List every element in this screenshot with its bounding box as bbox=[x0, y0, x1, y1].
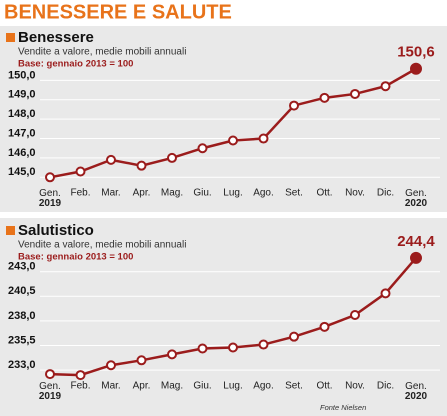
point bbox=[350, 88, 360, 99]
x-tick-line: Gen. bbox=[39, 188, 61, 199]
x-tick-label: Ott. bbox=[316, 381, 332, 392]
y-tick-label: 149,0 bbox=[8, 89, 36, 101]
x-tick-label: Dic. bbox=[377, 188, 394, 199]
point bbox=[258, 339, 269, 350]
x-tick-line: Gen. bbox=[405, 381, 427, 392]
x-tick-label: Apr. bbox=[133, 188, 151, 199]
chart-title: Benessere bbox=[18, 29, 94, 46]
point bbox=[106, 154, 116, 165]
point bbox=[258, 133, 269, 144]
x-tick-label: Mag. bbox=[161, 188, 183, 199]
point bbox=[75, 166, 86, 177]
point bbox=[350, 310, 360, 321]
x-tick-line: 2019 bbox=[39, 198, 62, 209]
x-tick-label: Dic. bbox=[377, 381, 394, 392]
x-tick-label: Mag. bbox=[161, 381, 183, 392]
point bbox=[106, 360, 116, 371]
title-marker bbox=[6, 226, 15, 235]
x-tick-label: Ott. bbox=[316, 188, 332, 199]
point bbox=[289, 100, 299, 111]
point bbox=[410, 251, 422, 264]
point bbox=[319, 321, 330, 332]
point bbox=[167, 152, 177, 163]
x-tick-label: Set. bbox=[285, 188, 303, 199]
point bbox=[228, 342, 238, 353]
y-tick-label: 243,0 bbox=[8, 261, 36, 273]
y-tick-label: 150,0 bbox=[8, 69, 36, 81]
chart-note: Base: gennaio 2013 = 100 bbox=[18, 252, 133, 263]
source: Fonte Nielsen bbox=[320, 403, 366, 412]
panel bbox=[0, 218, 447, 416]
x-tick-label: Feb. bbox=[70, 188, 90, 199]
value-label: 244,4 bbox=[397, 233, 435, 250]
chart-subtitle: Vendite a valore, medie mobili annuali bbox=[18, 47, 186, 58]
point bbox=[319, 92, 330, 103]
y-tick-label: 238,0 bbox=[8, 310, 36, 322]
x-tick-line: Gen. bbox=[405, 188, 427, 199]
point bbox=[410, 62, 422, 75]
point bbox=[197, 343, 208, 354]
y-tick-label: 235,5 bbox=[8, 334, 36, 346]
x-tick-line: 2020 bbox=[405, 391, 428, 402]
y-tick-label: 146,0 bbox=[8, 147, 36, 159]
x-tick-line: 2020 bbox=[405, 198, 428, 209]
y-tick-label: 145,0 bbox=[8, 166, 36, 178]
point bbox=[136, 160, 147, 171]
point bbox=[380, 81, 391, 92]
point bbox=[45, 369, 55, 380]
y-tick-label: 148,0 bbox=[8, 108, 36, 120]
point bbox=[167, 349, 177, 360]
x-tick-label: Mar. bbox=[101, 381, 120, 392]
x-tick-label: Set. bbox=[285, 381, 303, 392]
y-tick-label: 233,0 bbox=[8, 359, 36, 371]
x-tick-label: Giu. bbox=[193, 188, 211, 199]
x-tick-label: Gen. 2020 bbox=[405, 381, 428, 402]
x-tick-label: Mar. bbox=[101, 188, 120, 199]
x-tick-label: Ago. bbox=[253, 381, 274, 392]
x-tick-label: Feb. bbox=[70, 381, 90, 392]
point bbox=[228, 135, 238, 146]
point bbox=[75, 370, 86, 381]
x-tick-label: Apr. bbox=[133, 381, 151, 392]
x-tick-label: Lug. bbox=[223, 381, 242, 392]
x-tick-label: Nov. bbox=[345, 188, 365, 199]
x-tick-label: Nov. bbox=[345, 381, 365, 392]
chart-title: Salutistico bbox=[18, 222, 94, 239]
point bbox=[289, 331, 299, 342]
point bbox=[380, 288, 391, 299]
x-tick-line: Gen. bbox=[39, 381, 61, 392]
y-tick-label: 147,0 bbox=[8, 127, 36, 139]
point bbox=[45, 172, 55, 183]
x-tick-label: Lug. bbox=[223, 188, 242, 199]
title-marker bbox=[6, 33, 15, 42]
x-tick-label: Gen. 2019 bbox=[39, 188, 62, 209]
chart-subtitle: Vendite a valore, medie mobili annuali bbox=[18, 240, 186, 251]
value-label: 150,6 bbox=[397, 44, 435, 61]
chart-note: Base: gennaio 2013 = 100 bbox=[18, 59, 133, 70]
x-tick-label: Gen. 2019 bbox=[39, 381, 62, 402]
page-title: BENESSERE E SALUTE bbox=[4, 1, 232, 23]
point bbox=[197, 143, 208, 154]
y-tick-label: 240,5 bbox=[8, 285, 36, 297]
point bbox=[136, 355, 147, 366]
x-tick-line: 2019 bbox=[39, 391, 62, 402]
x-tick-label: Ago. bbox=[253, 188, 274, 199]
x-tick-label: Giu. bbox=[193, 381, 211, 392]
x-tick-label: Gen. 2020 bbox=[405, 188, 428, 209]
